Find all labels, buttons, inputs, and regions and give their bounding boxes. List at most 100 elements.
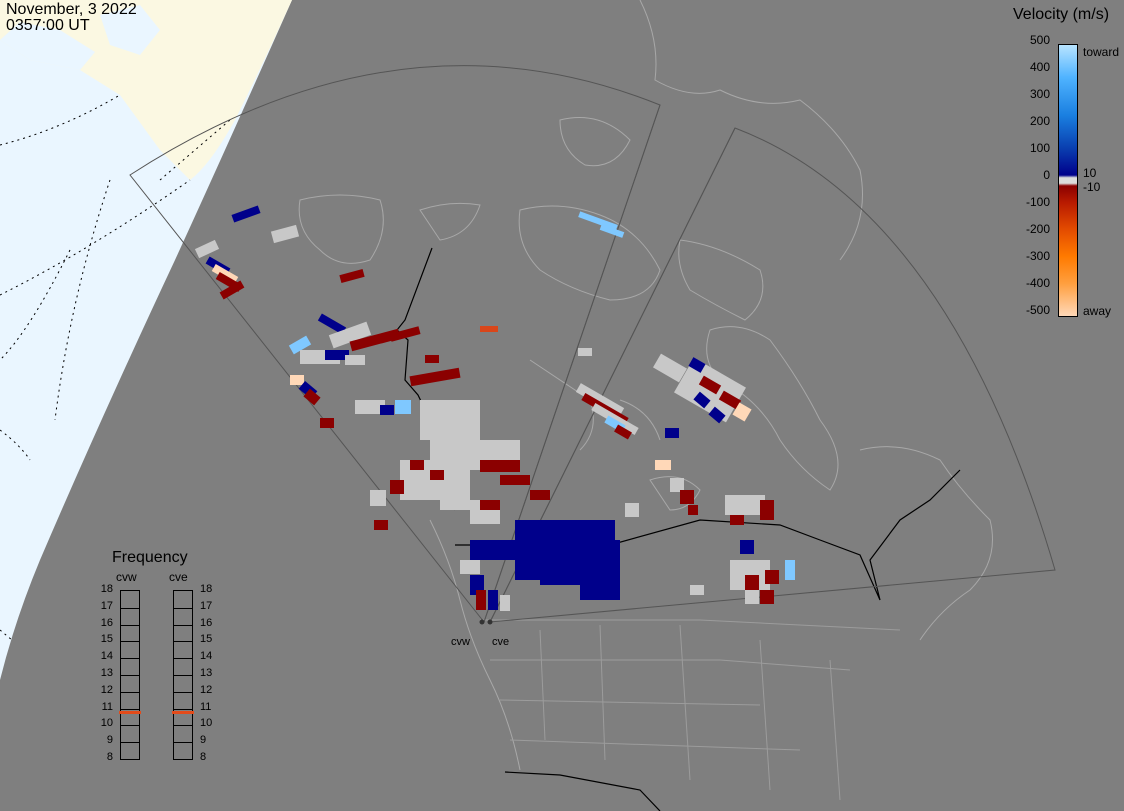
scatter-cell — [760, 590, 774, 604]
scatter-cell — [328, 321, 372, 349]
scatter-cell — [688, 357, 706, 373]
scatter-cell — [680, 490, 694, 504]
scatter-cell — [708, 406, 726, 424]
freq-radar-label-cvw: cvw — [116, 570, 137, 584]
ladder-rung — [174, 658, 192, 660]
scatter-cell — [670, 478, 684, 492]
ladder-rung — [174, 708, 192, 710]
frequency-level-label: 15 — [100, 633, 113, 646]
velocity-tick: -400 — [1025, 276, 1050, 290]
scatter-cell — [355, 400, 385, 414]
velocity-tick: 100 — [1029, 141, 1050, 155]
scatter-cell — [591, 403, 639, 435]
ladder-rung — [174, 691, 192, 693]
frequency-level-label: 18 — [100, 583, 113, 595]
ladder-rung — [121, 691, 139, 693]
scatter-cell — [575, 383, 625, 417]
ladder-rung — [174, 641, 192, 643]
scatter-cell — [599, 224, 625, 238]
site-label-cve: cve — [492, 636, 510, 648]
velocity-color-bar — [1058, 44, 1078, 317]
scatter-cell — [231, 205, 261, 223]
frequency-level-label: 11 — [101, 700, 113, 713]
scatter-cell — [390, 480, 404, 494]
scatter-cell — [488, 590, 498, 610]
frequency-level-label: 12 — [200, 683, 213, 696]
velocity-tick: 500 — [1029, 33, 1050, 47]
freq-radar-label-cve: cve — [169, 570, 188, 584]
frequency-level-label: 10 — [100, 717, 113, 730]
scatter-cell — [288, 335, 312, 355]
frequency-level-label: 9 — [106, 734, 113, 747]
scatter-cell — [389, 326, 421, 342]
ladder-rung — [121, 658, 139, 660]
frequency-level-label: 13 — [100, 667, 113, 679]
scatter-cell — [500, 595, 510, 611]
scatter-cell — [430, 470, 444, 480]
site-marker-cvw[interactable] — [479, 619, 485, 625]
scatter-cell — [480, 500, 500, 510]
scatter-cell — [476, 590, 486, 610]
scatter-cell — [745, 590, 759, 604]
ladder-rung — [174, 624, 192, 626]
scatter-cell — [370, 490, 386, 506]
site-marker-cve[interactable] — [487, 619, 493, 625]
ladder-rung — [174, 675, 192, 676]
tick-plus-10: 10 — [1083, 166, 1097, 180]
scatter-cell — [665, 428, 679, 438]
scatter-cell — [500, 475, 530, 485]
scatter-cell — [725, 495, 765, 515]
frequency-ladder-cve — [172, 590, 194, 760]
scatter-cell — [290, 375, 304, 385]
frequency-level-label: 8 — [106, 751, 113, 763]
scatter-cell — [578, 211, 618, 231]
frequency-level-label: 12 — [100, 683, 113, 696]
frequency-ladder-cvw — [119, 590, 141, 760]
away-label: away — [1083, 304, 1112, 318]
ladder-rung — [121, 641, 139, 643]
ladder-rung — [121, 725, 139, 727]
scatter-cell — [688, 505, 698, 515]
scatter-cell — [625, 503, 639, 517]
frequency-level-label: 13 — [200, 667, 213, 679]
arctic-sea-patch-2 — [100, 5, 160, 55]
scatter-cell — [480, 326, 498, 332]
velocity-tick: 0 — [1043, 168, 1050, 182]
scatter-cell — [718, 390, 742, 410]
ladder-rung — [121, 708, 139, 710]
velocity-tick: -200 — [1025, 222, 1050, 236]
scatter-cell — [730, 515, 744, 525]
scatter-cell — [219, 280, 245, 300]
scatter-cell — [580, 540, 620, 600]
scatter-cell — [410, 460, 424, 470]
frequency-level-label: 10 — [200, 717, 213, 730]
scatter-cell — [655, 460, 671, 470]
velocity-scale-title: Velocity (m/s) — [1013, 6, 1110, 23]
scatter-cell — [732, 402, 752, 422]
velocity-tick: -300 — [1025, 249, 1050, 263]
scatter-cell — [614, 424, 632, 440]
scatter-cell — [425, 355, 439, 363]
scatter-cell — [698, 375, 722, 395]
scatter-cell — [785, 560, 795, 580]
scatter-cell — [530, 490, 550, 500]
scatter-cell — [578, 348, 592, 356]
ladder-rung — [121, 675, 139, 676]
scatter-cell — [765, 570, 779, 584]
site-label-cvw: cvw — [451, 636, 470, 648]
scatter-cell — [760, 500, 774, 520]
scatter-cell — [325, 350, 349, 360]
scatter-cell — [303, 388, 321, 406]
velocity-tick: 400 — [1029, 60, 1050, 74]
active-frequency-marker — [119, 710, 141, 714]
ladder-rung — [121, 742, 139, 744]
date-label: November, 3 2022 — [6, 1, 137, 18]
geo-grid — [0, 94, 231, 641]
scatter-cell — [374, 520, 388, 530]
scatter-cell — [194, 239, 220, 259]
velocity-tick: -100 — [1025, 195, 1050, 209]
scatter-cell — [690, 585, 704, 595]
coastlines — [298, 0, 993, 771]
